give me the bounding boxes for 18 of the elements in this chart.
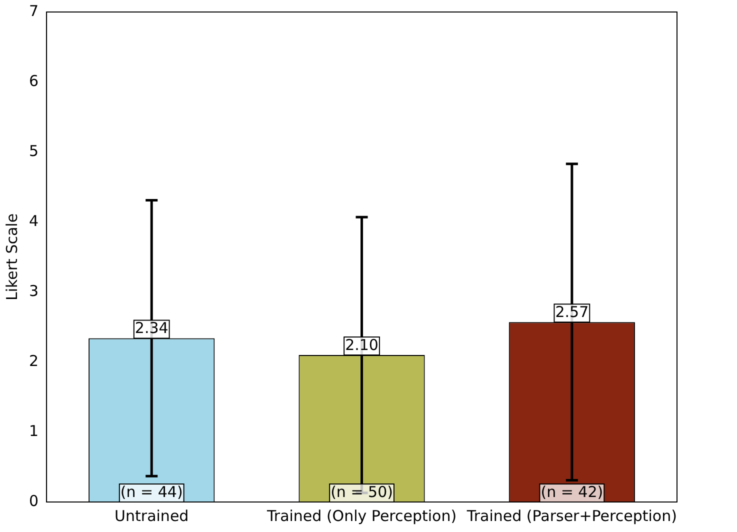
y-tick-label: 4 — [28, 212, 39, 230]
y-tick-label: 2 — [28, 352, 39, 370]
y-tick-label: 1 — [28, 422, 39, 440]
annotation: (n = 44) — [120, 482, 183, 501]
x-tick-label: Trained (Parser+Perception) — [466, 506, 677, 525]
y-tick-label: 7 — [28, 2, 39, 20]
y-tick-label: 0 — [28, 492, 39, 510]
data-label: 2.10 — [345, 336, 378, 354]
y-axis-title: Likert Scale — [2, 213, 21, 301]
x-tick-label: Trained (Only Perception) — [266, 506, 457, 525]
data-label: 2.57 — [555, 302, 589, 321]
y-tick-label: 6 — [28, 72, 39, 90]
x-tick-label: Untrained — [114, 506, 189, 525]
data-label: 2.34 — [134, 319, 168, 338]
annotation: (n = 42) — [540, 482, 604, 501]
y-tick-label: 5 — [28, 142, 39, 160]
annotation: (n = 50) — [330, 482, 393, 501]
y-tick-label: 3 — [28, 282, 39, 300]
